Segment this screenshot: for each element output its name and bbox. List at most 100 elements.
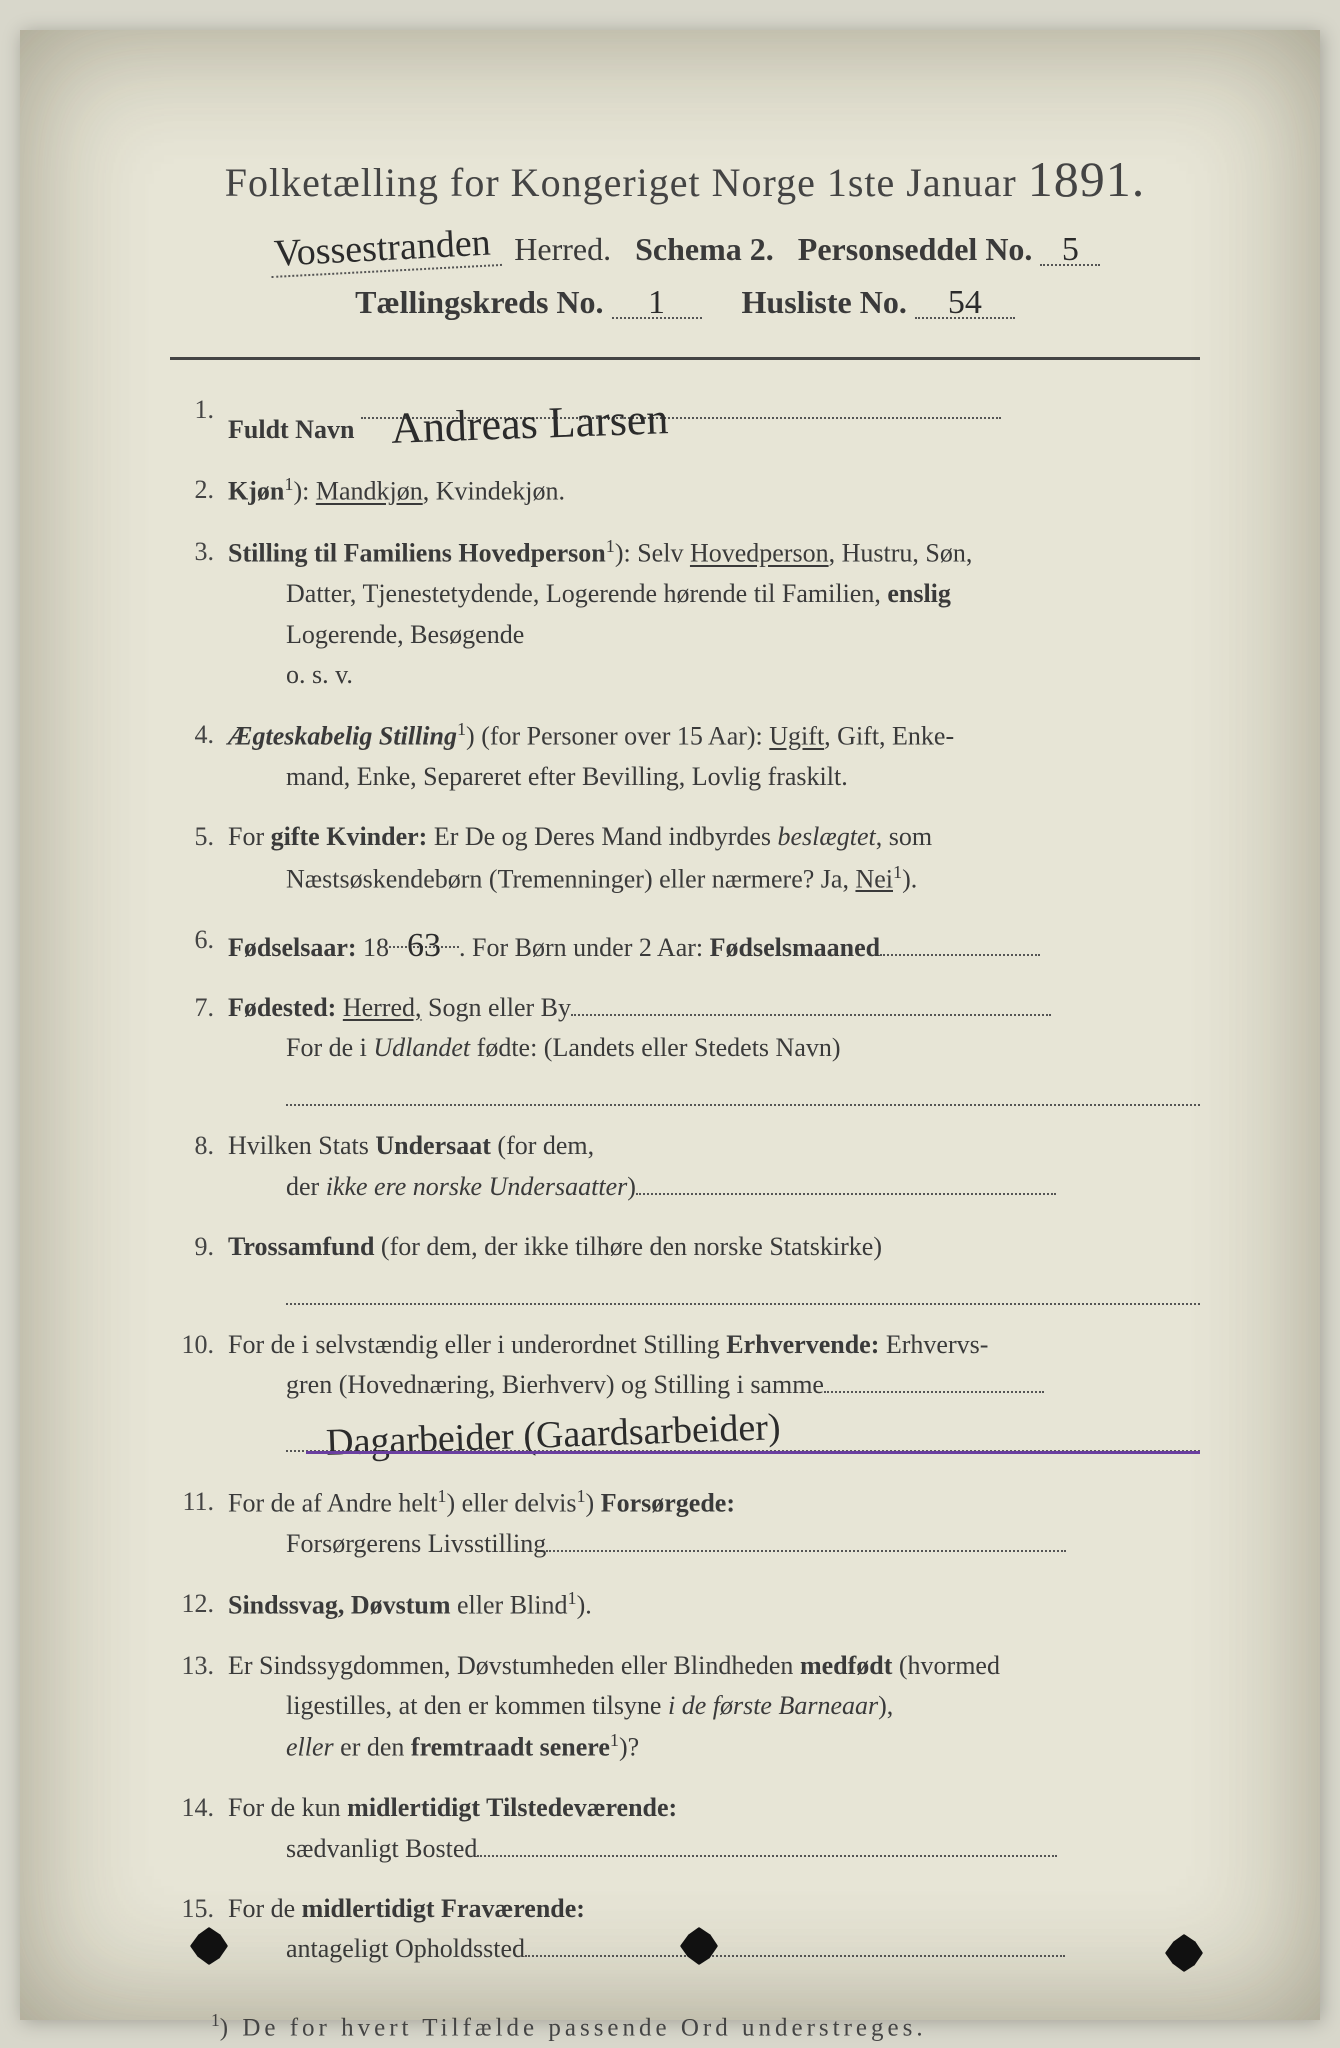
husliste-label: Husliste No. [742, 284, 907, 320]
item-4: 4. Ægteskabelig Stilling1) (for Personer… [170, 715, 1200, 797]
item-11: 11. For de af Andre helt1) eller delvis1… [170, 1482, 1200, 1564]
item-label: Fødselsaar: [228, 933, 357, 962]
item-number: 1. [170, 390, 228, 450]
item-label: Trossamfund [228, 1232, 374, 1261]
item-5: 5. For gifte Kvinder: Er De og Deres Man… [170, 817, 1200, 899]
item-14: 14. For de kun midlertidigt Tilstedevære… [170, 1788, 1200, 1869]
item-label: Fuldt Navn [228, 415, 354, 444]
kvinder: Kvinder: [320, 822, 428, 851]
dotted-fill [525, 1934, 1065, 1957]
dotted-fill [636, 1171, 1056, 1194]
item-number: 2. [170, 470, 228, 512]
divider [170, 357, 1200, 360]
line-2: mand, Enke, Separeret efter Bevilling, L… [286, 757, 1200, 797]
header-line-1: Vossestranden Herred. Schema 2. Personse… [170, 226, 1200, 272]
text: For de af Andre helt [228, 1488, 437, 1517]
item-number: 3. [170, 532, 228, 695]
option-ugift: Ugift [769, 722, 824, 751]
schema-label: Schema 2. [635, 231, 774, 267]
herred-handwritten: Vossestranden [269, 220, 502, 278]
personseddel-no-slot: 5 [1040, 231, 1100, 266]
ikke-norske: ikke ere norske Undersaatter [326, 1172, 628, 1201]
personseddel-label: Personseddel No. [798, 231, 1033, 267]
dotted-line [286, 1072, 1200, 1106]
item-7: 7. Fødested: Herred, Sogn eller By For d… [170, 988, 1200, 1106]
line-3: eller er den fremtraadt senere1)? [286, 1726, 1200, 1768]
text: , Hustru, Søn, [829, 539, 973, 568]
line-2: antageligt Opholdssted [286, 1929, 1200, 1969]
option-nei: Nei [855, 864, 893, 893]
text: For de i selvstændig eller i underordnet… [228, 1330, 726, 1359]
option-herred: Herred, [343, 993, 422, 1022]
beslaegtet: beslægtet [778, 822, 876, 851]
option-kvindekjon: Kvindekjøn. [436, 477, 565, 506]
option-enslig: enslig [887, 579, 951, 608]
line-3: Logerende, Besøgende [286, 615, 1200, 655]
dotted-fill [571, 993, 1051, 1016]
item-number: 5. [170, 817, 228, 899]
item-number: 8. [170, 1126, 228, 1207]
text: Hvilken Stats [228, 1131, 375, 1160]
erhvervende: Erhvervende: [726, 1330, 879, 1359]
item-label: Kjøn [228, 477, 284, 506]
text: For Børn under 2 Aar: [466, 933, 710, 962]
line-2: der ikke ere norske Undersaatter) [286, 1167, 1200, 1207]
line-2: ligestilles, at den er kommen tilsyne i … [286, 1686, 1200, 1726]
fremtraadt-senere: fremtraadt senere [411, 1733, 610, 1762]
footnote-ref: 1 [568, 1588, 577, 1608]
text: ) [586, 1488, 601, 1517]
item-8: 8. Hvilken Stats Undersaat (for dem, der… [170, 1126, 1200, 1207]
line-2: For de i Udlandet fødte: (Landets eller … [286, 1028, 1200, 1068]
text: For de [228, 1894, 302, 1923]
item-15: 15. For de midlertidigt Fraværende: anta… [170, 1889, 1200, 1970]
text: Er De og Deres Mand indbyrdes [427, 822, 777, 851]
line-2: Næstsøskendebørn (Tremenninger) eller næ… [286, 858, 1200, 900]
purple-underline [306, 1451, 1200, 1454]
full-name-handwritten: Andreas Larsen [390, 385, 670, 463]
item-label: Fødested: [228, 993, 336, 1022]
line-4: o. s. v. [286, 655, 1200, 695]
sep: , [423, 477, 436, 506]
item-12: 12. Sindssvag, Døvstum eller Blind1). [170, 1584, 1200, 1626]
text: (for dem, der ikke tilhøre den norske St… [374, 1232, 882, 1261]
item-2: 2. Kjøn1): Mandkjøn, Kvindekjøn. [170, 470, 1200, 512]
item-label: Ægteskabelig Stilling [228, 722, 457, 751]
gifte: gifte [271, 822, 320, 851]
footnote-ref: 1 [576, 1486, 585, 1506]
occupation-line: Dagarbeider (Gaardsarbeider) [286, 1412, 1200, 1452]
birthyear-hw: 63 [407, 920, 441, 973]
text: Erhvervs- [879, 1330, 988, 1359]
taellingskreds-no: 1 [648, 284, 665, 322]
item-label: Stilling til Familiens Hovedperson [228, 539, 606, 568]
text: ) eller delvis [446, 1488, 576, 1517]
undersaat: Undersaat [375, 1131, 491, 1160]
title-text: Folketælling for Kongeriget Norge 1ste J… [225, 160, 1028, 205]
item-1: 1. Fuldt Navn Andreas Larsen [170, 390, 1200, 450]
item-10: 10. For de i selvstændig eller i underor… [170, 1325, 1200, 1452]
option-hovedperson: Hovedperson [690, 539, 829, 568]
text: ): Selv [615, 539, 690, 568]
item-number: 10. [170, 1325, 228, 1452]
name-slot: Andreas Larsen [361, 390, 1001, 419]
title-year: 1891. [1028, 151, 1146, 207]
form-items: 1. Fuldt Navn Andreas Larsen 2. Kjøn1): … [170, 390, 1200, 1970]
medfodt: medfødt [800, 1651, 892, 1680]
personseddel-no: 5 [1062, 231, 1079, 269]
footnote-ref: 1 [893, 862, 902, 882]
forste-barneaar: i de første Barneaar [668, 1691, 878, 1720]
footnote-marker: 1 [211, 2010, 220, 2030]
dotted-fill [824, 1370, 1044, 1393]
eller: eller [286, 1733, 334, 1762]
dotted-line [286, 1271, 1200, 1305]
dotted-fill [880, 932, 1040, 955]
footnote-ref: 1 [610, 1730, 619, 1750]
item-number: 12. [170, 1584, 228, 1626]
taellingskreds-no-slot: 1 [612, 284, 702, 319]
husliste-no-slot: 54 [915, 284, 1015, 319]
item-number: 6. [170, 920, 228, 968]
birthyear-slot: 63 [389, 920, 459, 949]
text: Er Sindssygdommen, Døvstumheden eller Bl… [228, 1651, 800, 1680]
text: , Gift, Enke- [824, 722, 954, 751]
husliste-no: 54 [948, 284, 982, 322]
item-number: 9. [170, 1227, 228, 1305]
